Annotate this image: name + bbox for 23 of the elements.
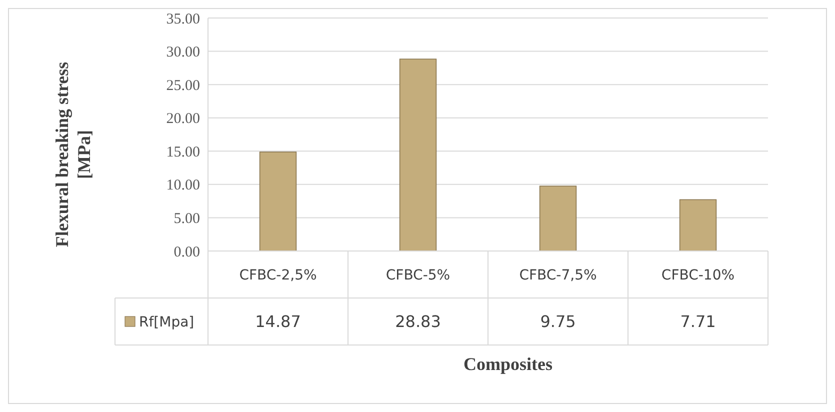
y-tick-label: 20.00: [166, 111, 200, 128]
y-tick-label: 30.00: [166, 44, 200, 61]
legend-label: Rf[Mpa]: [139, 314, 194, 330]
data-label: 7.71: [680, 312, 716, 332]
x-tick-label: CFBC-10%: [661, 267, 735, 284]
bar: [259, 152, 297, 252]
x-axis-title: Composites: [464, 354, 552, 374]
data-label: 9.75: [540, 312, 576, 332]
y-axis-title: Flexural breaking stress [MPa]: [52, 62, 94, 248]
data-label: 14.87: [255, 312, 301, 332]
bar: [399, 58, 437, 252]
bar: [679, 199, 717, 252]
x-tick-label: CFBC-2,5%: [239, 267, 317, 284]
bar: [539, 186, 577, 252]
y-tick-label: 15.00: [166, 144, 200, 160]
y-tick-label: 0.00: [174, 244, 200, 260]
y-tick-label: 10.00: [166, 178, 200, 194]
x-tick-label: CFBC-5%: [386, 267, 450, 284]
y-tick-label: 5.00: [174, 210, 200, 227]
y-tick-label: 35.00: [166, 11, 200, 28]
x-tick-label: CFBC-7,5%: [519, 267, 597, 284]
y-tick-label: 25.00: [166, 78, 200, 94]
data-label: 28.83: [395, 312, 441, 332]
